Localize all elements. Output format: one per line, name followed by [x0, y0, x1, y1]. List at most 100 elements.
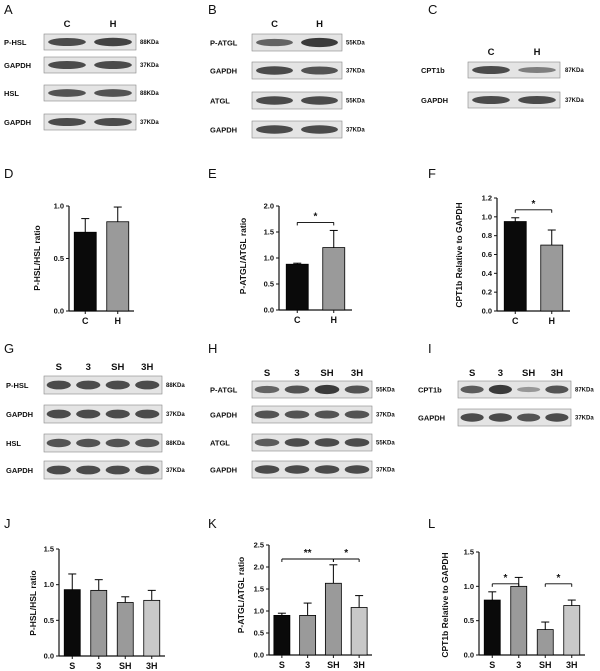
- blot-strip: [43, 404, 163, 424]
- y-axis-label: P-HSL/HSL ratio: [28, 570, 38, 636]
- y-tick-label: 0.0: [264, 306, 274, 315]
- blot-band: [472, 65, 510, 75]
- blot-row-label: P-ATGL: [210, 39, 238, 48]
- chart-K: 0.0 0.5 1.0 1.5 2.0 2.5 P-ATGL/ATGL ratio S 3 SH 3…: [236, 541, 372, 670]
- bar: [483, 599, 501, 656]
- chart-L: 0.0 0.5 1.0 1.5 CPT1b Relative to GAPDH S 3 SH 3…: [440, 548, 585, 670]
- lane-label: 3H: [351, 368, 363, 379]
- bar: [563, 605, 581, 656]
- blot-strip: [43, 433, 163, 453]
- blot-band: [488, 413, 512, 422]
- blot-band: [46, 380, 71, 390]
- kda-label: 55KDa: [376, 388, 395, 394]
- lane-label: S: [264, 368, 270, 379]
- panel-label-I: I: [428, 341, 432, 356]
- blot-band: [135, 409, 160, 419]
- y-tick-label: 0.6: [482, 250, 492, 259]
- y-tick-label: 2.0: [264, 202, 274, 211]
- blot-strip: [251, 460, 373, 479]
- blot-H: S 3 SH 3H P-ATGL 55KDa GAPDH 37KDa ATGL 55KDa GAPD…: [210, 368, 395, 479]
- y-tick-label: 0.2: [482, 288, 492, 297]
- bar: [540, 244, 564, 312]
- blot-row-label: GAPDH: [4, 61, 31, 70]
- blot-A: C H P-HSL 88KDa GAPDH 37KDa HSL 88KDa GAPDH 37KDa: [4, 19, 159, 131]
- panel-label-D: D: [4, 166, 13, 181]
- blot-strip: [251, 405, 373, 424]
- blot-band: [94, 60, 132, 70]
- blot-band: [472, 95, 510, 105]
- lane-label: C: [488, 47, 495, 58]
- blot-band: [48, 60, 86, 70]
- kda-label: 37KDa: [166, 468, 185, 474]
- kda-label: 88KDa: [140, 91, 159, 97]
- blot-band: [301, 37, 338, 48]
- y-axis-label: P-ATGL/ATGL ratio: [238, 218, 248, 295]
- sig-label: *: [344, 548, 348, 559]
- blot-row-label: P-HSL: [6, 381, 29, 390]
- blot-band: [256, 96, 293, 105]
- y-axis-label: P-HSL/HSL ratio: [32, 225, 42, 291]
- y-axis-label: CPT1b Relative to GAPDH: [440, 552, 450, 657]
- kda-label: 55KDa: [346, 99, 365, 105]
- blot-strip: [457, 380, 572, 399]
- bar: [324, 582, 342, 656]
- blot-band: [344, 465, 370, 474]
- lane-label: C: [271, 19, 278, 30]
- x-tick-label: 3H: [566, 660, 578, 670]
- blot-band: [76, 465, 101, 475]
- y-tick-label: 0.5: [264, 280, 274, 289]
- blot-band: [517, 386, 541, 393]
- blot-row-label: P-HSL: [4, 38, 27, 47]
- kda-label: 37KDa: [346, 69, 365, 75]
- bar: [106, 221, 130, 312]
- y-axis-label: CPT1b Relative to GAPDH: [454, 202, 464, 307]
- kda-label: 37KDa: [140, 120, 159, 126]
- bar: [143, 599, 161, 657]
- blot-band: [301, 66, 338, 75]
- chart-D: 0.0 0.5 1.0 P-HSL/HSL ratio C H: [32, 202, 134, 326]
- lane-label: H: [534, 47, 541, 58]
- blot-band: [314, 438, 340, 447]
- panel-label-C: C: [428, 2, 437, 17]
- y-tick-label: 1.5: [254, 585, 264, 594]
- y-tick-label: 2.0: [254, 563, 264, 572]
- y-tick-label: 2.5: [254, 541, 264, 550]
- lane-label: SH: [320, 368, 333, 379]
- blot-row-label: GAPDH: [421, 96, 448, 105]
- blot-C: C H CPT1b 87KDa GAPDH 37KDa: [421, 47, 584, 109]
- chart-F: 0.0 0.2 0.4 0.6 0.8 1.0 1.2 CPT1b Relative to G…: [454, 194, 570, 326]
- lane-label: H: [316, 19, 323, 30]
- panel-label-A: A: [4, 2, 13, 17]
- kda-label: 87KDa: [575, 388, 594, 394]
- lane-label: 3: [294, 368, 299, 379]
- y-tick-label: 0.4: [482, 269, 493, 278]
- blot-band: [344, 410, 370, 419]
- y-tick-label: 1.5: [464, 548, 474, 557]
- blot-strip: [251, 120, 343, 139]
- x-tick-label: 3: [96, 661, 101, 671]
- bar: [73, 231, 97, 312]
- kda-label: 88KDa: [140, 40, 159, 46]
- blot-band: [517, 413, 541, 422]
- blot-band: [46, 465, 71, 475]
- blot-row-label: GAPDH: [210, 67, 237, 76]
- y-tick-label: 0.0: [482, 307, 492, 316]
- x-tick-label: 3: [516, 660, 521, 670]
- blot-band: [76, 438, 101, 448]
- kda-label: 37KDa: [565, 98, 584, 104]
- blot-band: [76, 380, 101, 390]
- blot-band: [94, 89, 132, 97]
- lane-label: C: [64, 19, 71, 30]
- blot-band: [314, 410, 340, 419]
- blot-strip: [43, 84, 137, 102]
- x-tick-label: 3H: [353, 660, 365, 670]
- panel-label-G: G: [4, 341, 14, 356]
- lane-label: H: [110, 19, 117, 30]
- y-tick-label: 1.2: [482, 194, 492, 203]
- blot-band: [460, 385, 484, 394]
- bar: [322, 247, 346, 311]
- blot-strip: [251, 433, 373, 452]
- y-tick-label: 1.0: [482, 212, 492, 221]
- blot-row-label: CPT1b: [418, 386, 442, 395]
- y-tick-label: 0.0: [254, 651, 264, 660]
